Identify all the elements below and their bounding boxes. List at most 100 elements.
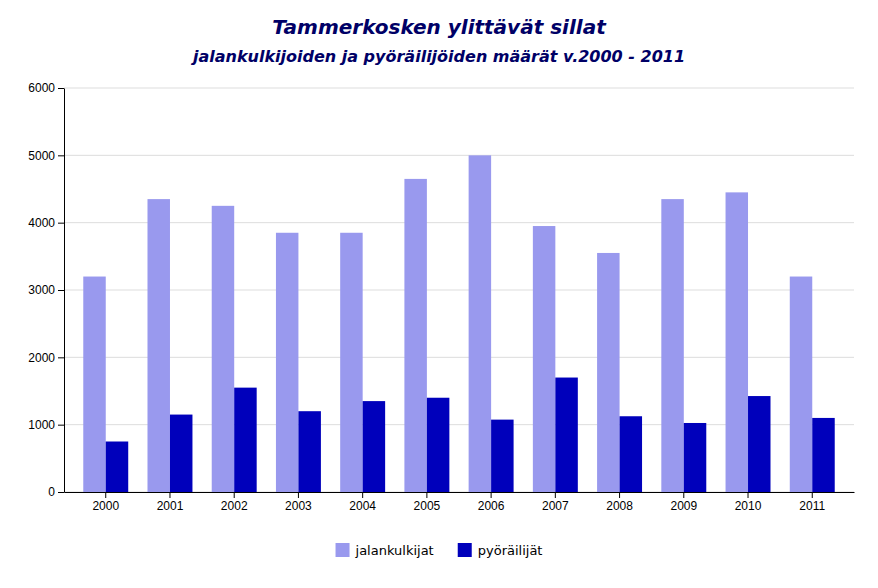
title: Tammerkosken ylittävät sillat — [272, 15, 607, 39]
tick-label: 5000 — [28, 149, 55, 163]
bar — [212, 206, 234, 492]
tick-label: 2000 — [28, 351, 55, 365]
tick: 2002 — [221, 492, 248, 513]
bar — [106, 442, 128, 493]
tick-mark — [362, 492, 363, 498]
tick-label: 2008 — [606, 499, 633, 513]
grid — [64, 88, 854, 492]
bar — [469, 155, 491, 492]
tick-label: 2002 — [221, 499, 248, 513]
tick-mark — [58, 223, 64, 224]
tick: 2004 — [349, 492, 376, 513]
tick: 2005 — [414, 492, 441, 513]
bar — [363, 401, 385, 492]
tick: 5000 — [28, 149, 64, 163]
tick-mark — [619, 492, 620, 498]
tick: 4000 — [28, 216, 64, 230]
tick: 2003 — [285, 492, 312, 513]
bar — [170, 415, 192, 492]
tick-label: 2010 — [735, 499, 762, 513]
tick-mark — [58, 88, 64, 89]
tick-label: 1000 — [28, 418, 55, 432]
tick: 2010 — [735, 492, 762, 513]
legend: jalankulkijat pyöräilijät — [336, 543, 543, 558]
bar — [340, 233, 362, 492]
tick: 2000 — [28, 351, 64, 365]
bar — [404, 179, 426, 492]
bar — [491, 420, 513, 492]
axis-line — [65, 492, 855, 493]
tick-label: 0 — [48, 485, 55, 499]
tick: 2008 — [606, 492, 633, 513]
tick-label: 2011 — [799, 499, 825, 513]
bar — [790, 277, 812, 492]
tick-label: 4000 — [28, 216, 55, 230]
bar — [83, 277, 105, 492]
tick: 2000 — [92, 492, 119, 513]
tick: 2007 — [542, 492, 569, 513]
tick-mark — [683, 492, 684, 498]
bar — [147, 199, 169, 492]
tick-mark — [169, 492, 170, 498]
legend-swatch — [458, 543, 472, 557]
tick-label: 2007 — [542, 499, 569, 513]
bar — [812, 418, 834, 492]
bar-series — [83, 155, 812, 492]
grid-line — [64, 155, 854, 156]
bar — [555, 378, 577, 492]
tick-mark — [58, 492, 64, 493]
tick-label: 2004 — [349, 499, 376, 513]
legend-label: pyöräilijät — [478, 543, 543, 558]
tick-label: 2005 — [414, 499, 441, 513]
tick-mark — [58, 425, 64, 426]
tick-mark — [555, 492, 556, 498]
tick-mark — [812, 492, 813, 498]
chart: Tammerkosken ylittävät sillat jalankulkij… — [0, 0, 878, 588]
legend-item: pyöräilijät — [458, 543, 543, 558]
tick: 2009 — [670, 492, 697, 513]
bar — [234, 388, 256, 492]
tick-label: 2009 — [670, 499, 697, 513]
axis-line — [64, 89, 65, 493]
tick: 3000 — [28, 283, 64, 297]
legend-swatch — [336, 543, 350, 557]
bar — [427, 398, 449, 492]
bar — [684, 423, 706, 492]
bar — [726, 192, 748, 492]
tick-mark — [491, 492, 492, 498]
bar — [620, 416, 642, 492]
tick-mark — [58, 155, 64, 156]
bar — [533, 226, 555, 492]
tick-label: 2003 — [285, 499, 312, 513]
plot: 2000 2001 2002 2003 2004 2005 2006 2007 2008 2009… — [28, 81, 854, 512]
tick-mark — [748, 492, 749, 498]
bar — [661, 199, 683, 492]
bar-series — [106, 378, 835, 492]
tick-mark — [58, 357, 64, 358]
tick-mark — [58, 290, 64, 291]
tick: 0 — [48, 485, 64, 499]
y-axis: 0 1000 2000 3000 4000 5000 6000 — [28, 81, 64, 499]
bar — [748, 396, 770, 492]
tick: 6000 — [28, 81, 64, 95]
tick-label: 2001 — [157, 499, 184, 513]
tick-label: 6000 — [28, 81, 55, 95]
tick-label: 2000 — [92, 499, 119, 513]
x-axis: 2000 2001 2002 2003 2004 2005 2006 2007 2008 2009… — [65, 492, 855, 513]
legend-label: jalankulkijat — [355, 543, 434, 558]
tick: 2001 — [157, 492, 184, 513]
tick: 1000 — [28, 418, 64, 432]
tick-mark — [234, 492, 235, 498]
bar — [597, 253, 619, 492]
tick-label: 2006 — [478, 499, 505, 513]
tick: 2006 — [478, 492, 505, 513]
tick-mark — [298, 492, 299, 498]
grid-line — [64, 88, 854, 89]
bars — [83, 155, 834, 492]
bar — [298, 411, 320, 492]
subtitle: jalankulkijoiden ja pyöräilijöiden määrä… — [190, 47, 685, 66]
legend-item: jalankulkijat — [336, 543, 434, 558]
tick-label: 3000 — [28, 283, 55, 297]
tick-mark — [426, 492, 427, 498]
tick-mark — [105, 492, 106, 498]
